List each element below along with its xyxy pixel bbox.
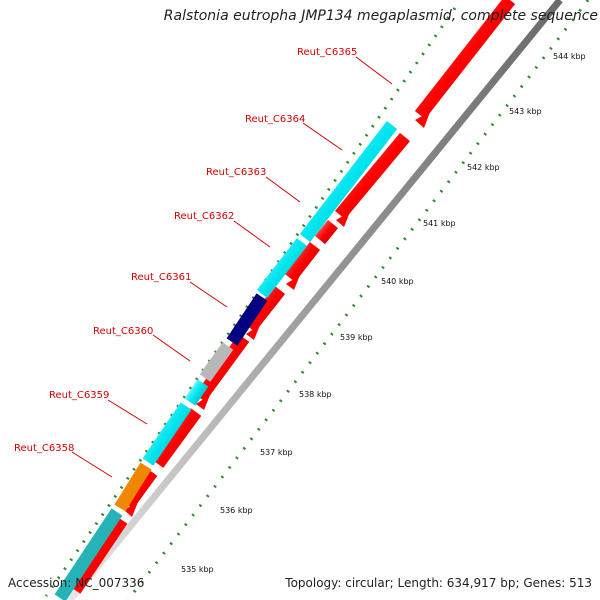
ruler-tick-label: 537 kbp [260,448,293,457]
gene-label[interactable]: Reut_C6359 [49,390,109,401]
cyan-cds-segment[interactable] [299,121,398,242]
pointer-line [107,399,148,425]
cyan-cds-segment[interactable] [142,402,192,466]
cyan-cds-segment[interactable] [184,379,209,406]
pointer-line [355,56,393,85]
ruler-tick-label: 541 kbp [423,219,456,228]
forward-cds-segment[interactable] [152,408,202,468]
ruler-tick-label: 539 kbp [340,333,373,342]
forward-cds-segment[interactable] [314,219,339,245]
ruler-tick-label: 542 kbp [467,163,500,172]
gene-label[interactable]: Reut_C6364 [245,114,305,125]
gene-label[interactable]: Reut_C6362 [174,211,234,222]
map-title: Ralstonia eutropha JMP134 megaplasmid, c… [163,8,598,24]
ruler-tick-label: 538 kbp [299,390,332,399]
gene-label[interactable]: Reut_C6361 [131,272,191,283]
backbone-track [67,0,563,600]
pointer-line [265,176,301,203]
gene-label[interactable]: Reut_C6365 [297,47,357,58]
topology-summary: Topology: circular; Length: 634,917 bp; … [285,576,592,590]
gene-labels: Reut_C6365 Reut_C6364 Reut_C6363 Reut_C6… [14,47,357,454]
forward-cds-arrowhead [336,212,350,227]
teal-cds-segment[interactable] [54,508,123,600]
forward-cds-segment[interactable] [69,516,128,594]
ruler-tick-label: 536 kbp [220,506,253,515]
ruler-dotted-track [126,0,590,600]
forward-cds-arrowhead [286,275,300,290]
forward-cds-arrowhead [124,502,138,517]
pointer-line [189,281,228,308]
pointer-line [233,220,271,248]
accession-label: Accession: NC_007336 [8,576,145,590]
navy-cds-segment[interactable] [226,293,268,346]
ruler-tick-label: 540 kbp [381,277,414,286]
pointer-line [71,451,113,478]
cyan-cds-segment[interactable] [256,238,308,298]
pointer-line [152,334,191,362]
gene-label[interactable]: Reut_C6363 [206,167,266,178]
gene-label[interactable]: Reut_C6358 [14,443,74,454]
ruler-tick-label: 544 kbp [553,52,586,61]
ruler-tick-label: 535 kbp [181,565,214,574]
gray-cds-segment[interactable] [199,342,234,382]
forward-cds-arrowhead [415,112,430,128]
forward-cds-segment[interactable] [335,132,410,220]
forward-cds-segment[interactable] [284,241,321,283]
ruler-tick-label: 543 kbp [509,107,542,116]
forward-cds-arrowhead [246,325,260,340]
ruler-labels: 544 kbp 543 kbp 542 kbp 541 kbp 540 kbp … [181,52,586,574]
forward-cds-segment[interactable] [414,0,516,120]
forward-cds-track [69,0,516,594]
orange-cds-segment[interactable] [114,462,152,512]
pointer-line [302,122,343,151]
gene-label[interactable]: Reut_C6360 [93,326,153,337]
reverse-cds-track [54,121,398,600]
forward-cds-arrowhead [196,395,210,410]
gene-label-pointers [71,56,393,478]
forward-cds-segment[interactable] [244,285,286,333]
